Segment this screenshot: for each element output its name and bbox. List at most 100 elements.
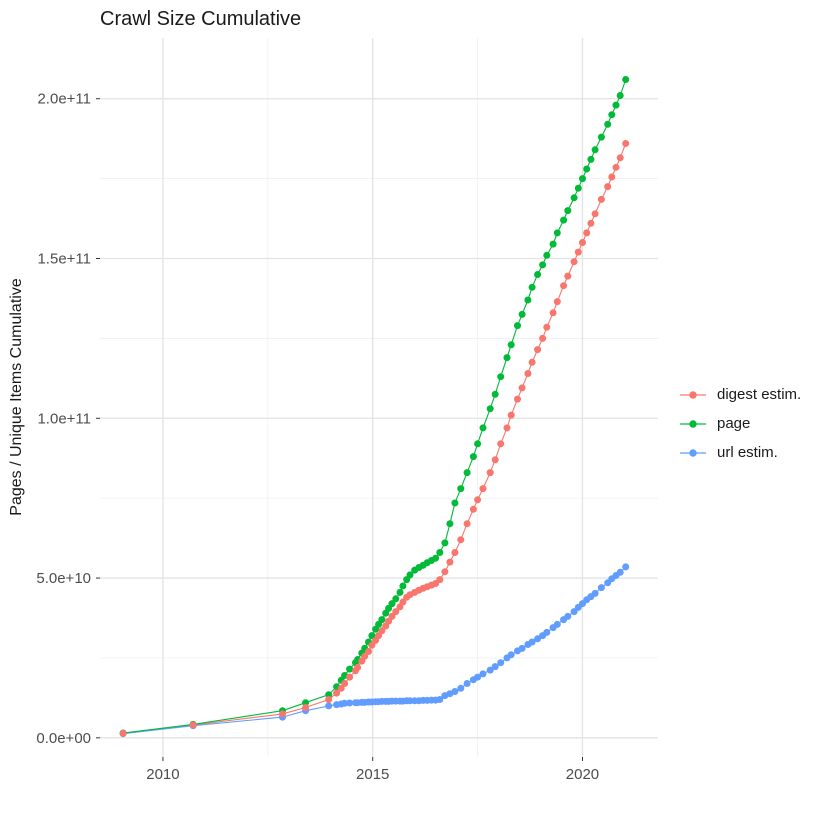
- data-point: [396, 588, 404, 596]
- series-points-2: [119, 563, 630, 738]
- data-point: [497, 373, 505, 381]
- data-point: [553, 229, 561, 237]
- x-tick-label: 2020: [566, 766, 599, 783]
- data-point: [570, 194, 578, 202]
- legend-key-icon: [680, 448, 706, 457]
- data-point: [591, 146, 599, 154]
- data-point: [346, 699, 354, 707]
- data-point: [451, 549, 459, 556]
- legend-label: page: [717, 415, 751, 432]
- data-point: [436, 576, 444, 584]
- data-point: [479, 670, 487, 678]
- data-point: [503, 424, 511, 432]
- data-point: [457, 684, 465, 692]
- data-point: [325, 702, 333, 710]
- data-point: [514, 395, 521, 403]
- legend-label: url estim.: [717, 444, 778, 461]
- data-point: [436, 549, 444, 556]
- data-point: [491, 456, 499, 464]
- y-tick-label: 5.0e+10: [36, 570, 91, 587]
- legend-item: url estim.: [678, 438, 801, 467]
- data-point: [346, 673, 354, 681]
- data-point: [616, 568, 624, 576]
- data-point: [507, 651, 515, 659]
- data-point: [570, 258, 578, 266]
- data-point: [597, 133, 605, 141]
- data-point: [486, 405, 494, 413]
- data-point: [497, 440, 505, 448]
- data-point: [514, 322, 521, 330]
- data-point: [524, 370, 532, 377]
- data-point: [325, 691, 333, 699]
- data-point: [392, 608, 400, 616]
- data-point: [491, 390, 499, 398]
- data-point: [491, 663, 499, 671]
- data-point: [474, 440, 482, 448]
- data-point: [539, 334, 547, 342]
- data-point: [534, 271, 542, 278]
- data-point: [302, 699, 310, 707]
- data-point: [604, 120, 612, 128]
- data-point: [553, 620, 561, 628]
- data-point: [399, 598, 407, 606]
- data-point: [583, 229, 591, 237]
- data-point: [474, 673, 482, 681]
- data-point: [341, 680, 349, 687]
- x-tick-label: 2015: [356, 766, 389, 783]
- data-point: [365, 648, 372, 655]
- data-point: [392, 595, 400, 603]
- data-point: [378, 627, 386, 635]
- data-point: [564, 207, 572, 215]
- data-point: [341, 699, 349, 707]
- data-point: [583, 165, 591, 173]
- data-point: [432, 554, 440, 562]
- data-point: [446, 520, 454, 528]
- series-points-0: [119, 140, 630, 737]
- data-point: [543, 628, 551, 636]
- data-point: [302, 704, 310, 711]
- data-point: [622, 76, 630, 83]
- data-point: [441, 568, 449, 576]
- data-point: [608, 111, 616, 119]
- data-point: [399, 582, 407, 590]
- data-point: [560, 216, 568, 224]
- data-point: [406, 571, 414, 579]
- data-point: [524, 296, 532, 304]
- data-point: [361, 652, 369, 660]
- data-point: [579, 239, 586, 246]
- data-point: [616, 154, 624, 162]
- data-point: [528, 638, 536, 646]
- data-point: [564, 612, 572, 620]
- data-point: [503, 354, 511, 362]
- data-point: [354, 664, 362, 671]
- data-point: [463, 469, 471, 477]
- data-point: [457, 485, 465, 493]
- x-tick-label: 2010: [146, 766, 179, 783]
- data-point: [528, 358, 536, 366]
- data-point: [486, 469, 494, 477]
- data-point: [597, 584, 605, 592]
- data-point: [333, 689, 341, 697]
- data-point: [549, 309, 557, 317]
- legend-item: page: [678, 409, 801, 438]
- data-point: [279, 710, 286, 718]
- chart-title: Crawl Size Cumulative: [100, 8, 302, 30]
- data-point: [457, 536, 465, 544]
- data-point: [612, 163, 620, 171]
- data-point: [518, 384, 526, 392]
- series-points-1: [119, 76, 630, 737]
- data-point: [543, 323, 551, 331]
- y-tick-label: 2.0e+11: [37, 91, 91, 108]
- data-point: [479, 485, 487, 493]
- data-point: [608, 173, 616, 181]
- data-point: [463, 680, 471, 687]
- data-point: [579, 175, 586, 183]
- data-point: [189, 721, 197, 729]
- data-point: [622, 563, 630, 571]
- data-point: [451, 688, 459, 695]
- data-point: [436, 696, 444, 703]
- data-point: [368, 641, 376, 649]
- legend-item: digest estim.: [678, 380, 801, 409]
- y-tick-label: 0.0e+00: [36, 730, 91, 747]
- data-point: [591, 210, 599, 218]
